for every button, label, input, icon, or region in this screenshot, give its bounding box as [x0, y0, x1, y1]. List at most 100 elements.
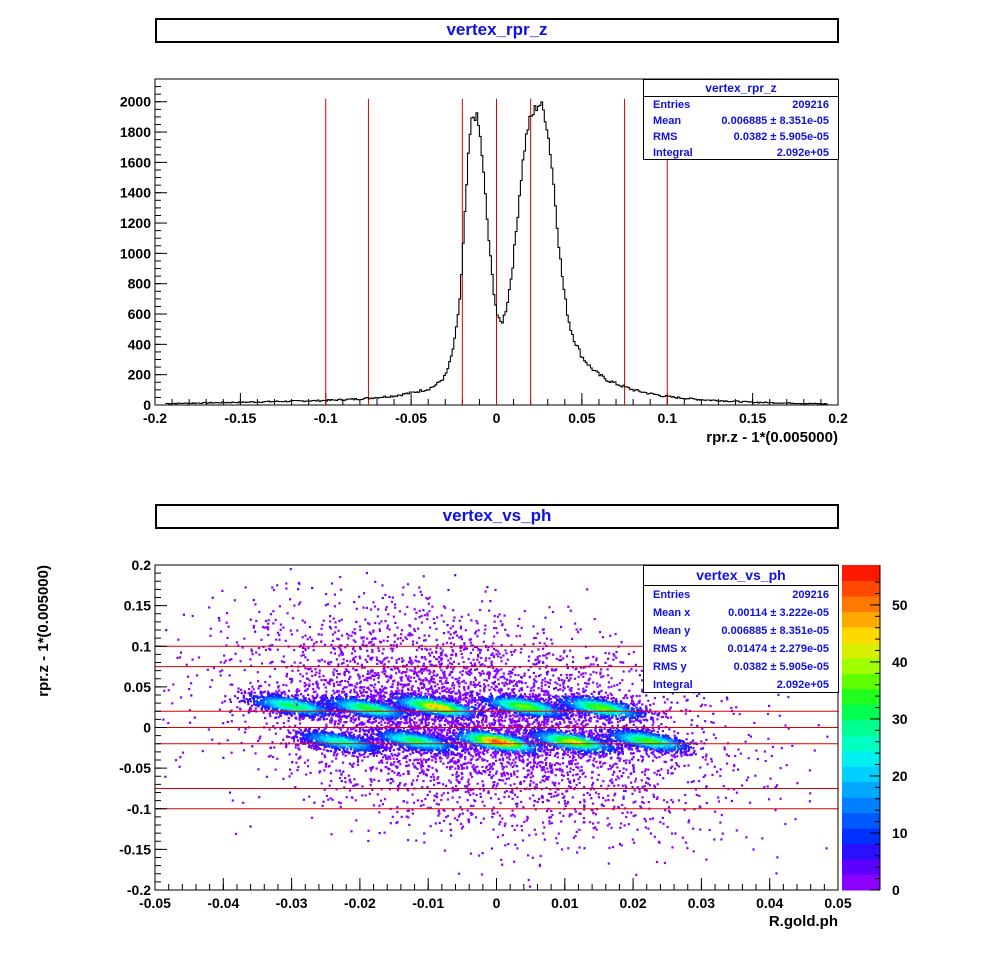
heatmap-cell [508, 728, 511, 731]
heatmap-cell [535, 766, 538, 769]
heatmap-cell [636, 748, 639, 751]
heatmap-cell [512, 724, 515, 727]
heatmap-cell [573, 718, 576, 721]
heatmap-cell [430, 686, 433, 689]
heatmap-cell [432, 671, 435, 674]
heatmap-cell [339, 777, 342, 780]
heatmap-cell [343, 721, 346, 724]
heatmap-cell [634, 777, 638, 780]
heatmap-cell [602, 722, 605, 725]
heatmap-cell [576, 711, 579, 714]
heatmap-cell [796, 782, 799, 785]
heatmap-cell [431, 766, 434, 769]
heatmap-cell [526, 758, 529, 761]
heatmap-cell [456, 788, 460, 791]
heatmap-cell [285, 672, 289, 675]
heatmap-cell [668, 728, 671, 731]
heatmap-cell [382, 648, 385, 651]
heatmap-cell [547, 690, 550, 694]
heatmap-cell [579, 776, 582, 779]
heatmap-cell [456, 764, 459, 767]
heatmap-cell [456, 728, 460, 731]
heatmap-cell [248, 688, 251, 691]
heatmap-cell [440, 798, 443, 802]
heatmap-cell [406, 605, 409, 609]
heatmap-cell [491, 751, 495, 754]
heatmap-cell [420, 722, 424, 725]
heatmap-cell [448, 637, 451, 640]
heatmap-cell [745, 836, 748, 839]
heatmap-cell [267, 633, 270, 637]
heatmap-cell [252, 624, 256, 628]
heatmap-cell [402, 659, 405, 662]
heatmap-cell [538, 863, 541, 866]
heatmap-cell [625, 768, 628, 771]
heatmap-cell [528, 769, 531, 772]
heatmap-cell [461, 669, 464, 673]
heatmap-cell [332, 684, 336, 688]
heatmap-cell [234, 652, 237, 655]
heatmap-cell [826, 735, 829, 738]
heatmap-cell [510, 653, 513, 656]
heatmap-cell [400, 689, 403, 692]
heatmap-cell [167, 722, 170, 725]
heatmap-cell [463, 722, 466, 725]
heatmap-cell [445, 677, 448, 680]
heatmap-cell [288, 775, 291, 778]
heatmap-cell [602, 796, 605, 800]
heatmap-cell [621, 812, 624, 815]
heatmap-cell [509, 784, 512, 787]
heatmap-cell [572, 725, 575, 728]
heatmap-cell [528, 834, 531, 837]
heatmap-cell [439, 712, 442, 715]
heatmap-cell [421, 671, 424, 674]
heatmap-cell [539, 854, 542, 858]
heatmap-cell [422, 765, 425, 768]
heatmap-cell [341, 653, 344, 657]
heatmap-cell [430, 693, 433, 696]
heatmap-cell [443, 849, 446, 852]
heatmap-cell [407, 688, 410, 691]
heatmap-cell [500, 656, 503, 659]
heatmap-cell [392, 757, 395, 760]
heatmap-cell [398, 610, 402, 613]
heatmap-cell [705, 801, 708, 805]
heatmap-cell [514, 761, 517, 764]
heatmap-cell [437, 750, 441, 753]
heatmap-cell [464, 790, 467, 794]
heatmap-cell [719, 774, 722, 778]
heatmap-cell [315, 680, 318, 683]
heatmap-cell [583, 731, 586, 734]
heatmap-cell [538, 667, 541, 670]
heatmap-cell [651, 759, 655, 762]
heatmap-cell [534, 752, 537, 755]
heatmap-cell [545, 664, 549, 667]
heatmap-cell [481, 663, 484, 666]
heatmap-cell [527, 735, 530, 738]
heatmap-cell [595, 659, 598, 662]
heatmap-cell [681, 751, 684, 754]
heatmap-cell [551, 729, 554, 732]
heatmap-cell [413, 666, 417, 670]
heatmap-cell [425, 666, 428, 670]
heatmap-cell [528, 655, 531, 658]
heatmap-cell [453, 788, 456, 791]
heatmap-cell [369, 778, 372, 781]
heatmap-cell [267, 628, 270, 631]
heatmap-cell [406, 583, 410, 586]
heatmap-cell [592, 759, 595, 762]
heatmap-cell [584, 723, 588, 726]
heatmap-cell [451, 732, 454, 735]
heatmap-cell [602, 675, 605, 678]
heatmap-cell [526, 817, 529, 820]
heatmap-cell [402, 683, 405, 686]
heatmap-cell [448, 728, 451, 731]
heatmap-cell [271, 741, 274, 744]
heatmap-cell [558, 678, 561, 681]
heatmap-cell [467, 687, 470, 690]
heatmap-cell [471, 696, 474, 699]
heatmap-cell [557, 788, 560, 791]
heatmap-cell [560, 678, 563, 681]
heatmap-cell [211, 596, 214, 599]
heatmap-cell [522, 761, 525, 764]
